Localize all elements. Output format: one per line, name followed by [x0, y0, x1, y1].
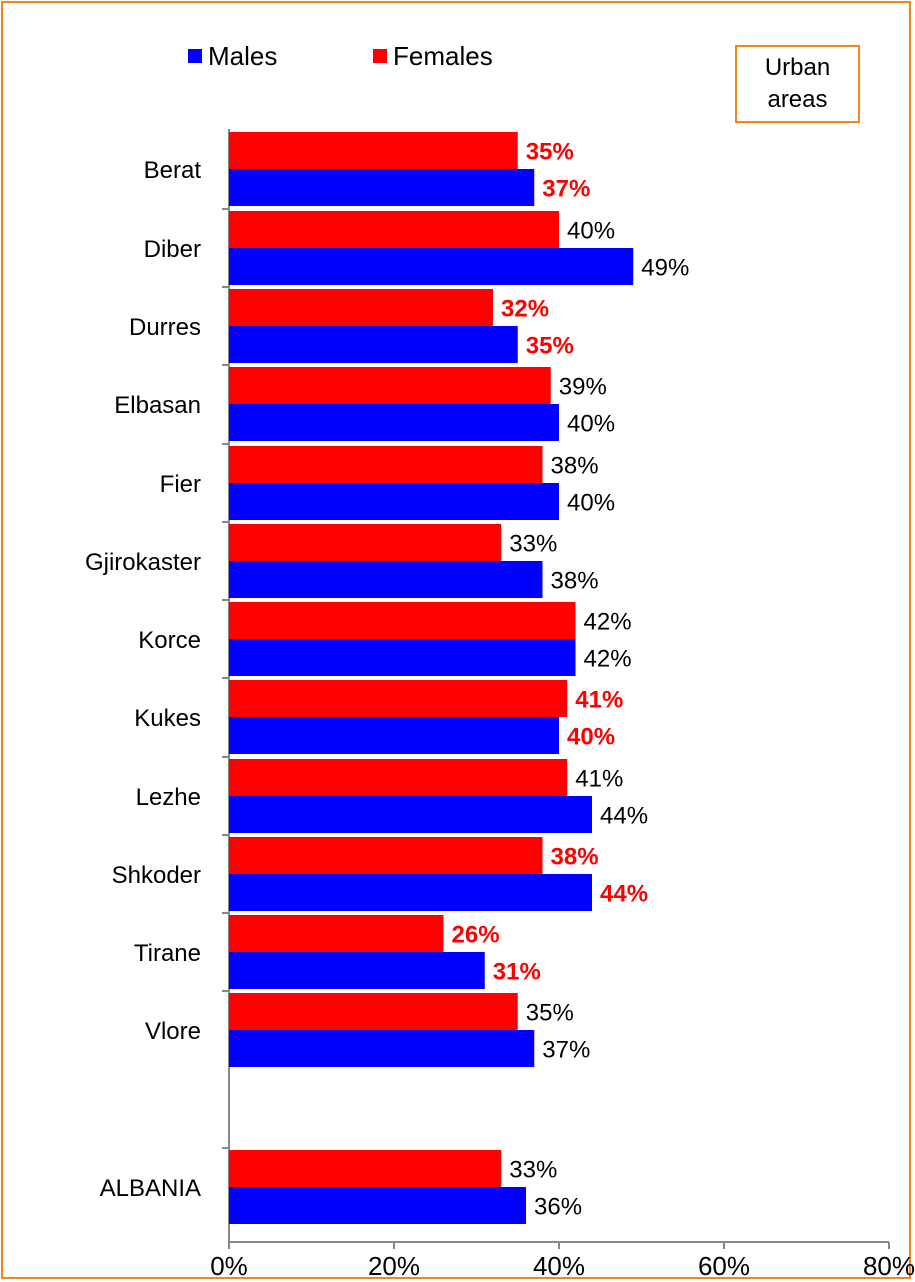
data-label-males-berat: 37% [542, 176, 590, 203]
legend-males-label: Males [208, 40, 278, 71]
x-tick-label-0: 0% [210, 1251, 248, 1281]
data-label-males-lezhe: 44% [600, 803, 648, 830]
category-label-lezhe: Lezhe [136, 784, 201, 811]
x-tick-label-20: 20% [368, 1251, 420, 1281]
legend-males-swatch [188, 49, 202, 63]
data-label-females-tirane: 26% [452, 922, 500, 949]
bar-females-tirane [229, 915, 444, 952]
data-label-females-berat: 35% [526, 139, 574, 166]
data-label-females-fier: 38% [551, 453, 599, 480]
data-label-males-gjirokaster: 38% [551, 568, 599, 595]
category-label-albania: ALBANIA [100, 1175, 201, 1202]
category-label-shkoder: Shkoder [112, 862, 201, 889]
data-label-females-albania: 33% [509, 1157, 557, 1184]
bar-males-lezhe [229, 796, 592, 833]
data-label-males-korce: 42% [584, 646, 632, 673]
urban-areas-note: Urban areas [735, 45, 860, 123]
bar-males-kukes [229, 717, 559, 754]
x-tick-label-40: 40% [533, 1251, 585, 1281]
data-label-males-tirane: 31% [493, 959, 541, 986]
data-label-females-gjirokaster: 33% [509, 531, 557, 558]
data-label-males-elbasan: 40% [567, 411, 615, 438]
urban-areas-note-text: Urban areas [764, 54, 831, 113]
data-label-males-diber: 49% [641, 255, 689, 282]
bar-females-kukes [229, 680, 568, 717]
data-label-males-kukes: 40% [567, 724, 615, 751]
category-label-vlore: Vlore [145, 1018, 201, 1045]
bar-males-gjirokaster [229, 561, 543, 598]
category-label-elbasan: Elbasan [114, 392, 201, 419]
x-tick-label-60: 60% [698, 1251, 750, 1281]
bar-males-tirane [229, 952, 485, 989]
bar-males-vlore [229, 1030, 535, 1067]
data-label-males-shkoder: 44% [600, 881, 648, 908]
bar-males-berat [229, 169, 535, 206]
bar-females-korce [229, 602, 576, 639]
category-label-tirane: Tirane [134, 940, 201, 967]
category-label-berat: Berat [144, 157, 202, 184]
bar-males-korce [229, 639, 576, 676]
category-label-diber: Diber [144, 236, 201, 263]
bar-females-shkoder [229, 837, 543, 874]
bar-females-albania [229, 1150, 502, 1187]
bar-males-fier [229, 483, 559, 520]
data-label-females-lezhe: 41% [575, 766, 623, 793]
data-label-males-fier: 40% [567, 490, 615, 517]
data-label-females-durres: 32% [501, 296, 549, 323]
data-label-females-kukes: 41% [575, 687, 623, 714]
legend-males: Males [188, 41, 277, 71]
data-label-females-diber: 40% [567, 218, 615, 245]
legend-females-swatch [373, 49, 387, 63]
data-label-females-shkoder: 38% [551, 844, 599, 871]
data-label-males-albania: 36% [534, 1194, 582, 1221]
data-label-males-durres: 35% [526, 333, 574, 360]
category-label-fier: Fier [160, 471, 201, 498]
bar-males-durres [229, 326, 518, 363]
category-label-gjirokaster: Gjirokaster [85, 549, 201, 576]
bar-males-elbasan [229, 404, 559, 441]
bar-females-diber [229, 211, 559, 248]
bar-females-vlore [229, 993, 518, 1030]
bar-males-albania [229, 1187, 526, 1224]
bar-males-shkoder [229, 874, 592, 911]
data-label-females-elbasan: 39% [559, 374, 607, 401]
bar-males-diber [229, 248, 634, 285]
bar-females-durres [229, 289, 493, 326]
data-label-females-vlore: 35% [526, 1000, 574, 1027]
category-label-durres: Durres [129, 314, 201, 341]
bar-females-fier [229, 446, 543, 483]
legend-females-label: Females [393, 40, 493, 71]
legend-females: Females [373, 41, 493, 71]
category-label-korce: Korce [138, 627, 201, 654]
data-label-females-korce: 42% [584, 609, 632, 636]
bar-females-elbasan [229, 367, 551, 404]
category-label-kukes: Kukes [134, 705, 201, 732]
bar-females-gjirokaster [229, 524, 502, 561]
x-tick-label-80: 80% [863, 1251, 915, 1281]
bar-females-lezhe [229, 759, 568, 796]
data-label-males-vlore: 37% [542, 1037, 590, 1064]
bar-females-berat [229, 132, 518, 169]
